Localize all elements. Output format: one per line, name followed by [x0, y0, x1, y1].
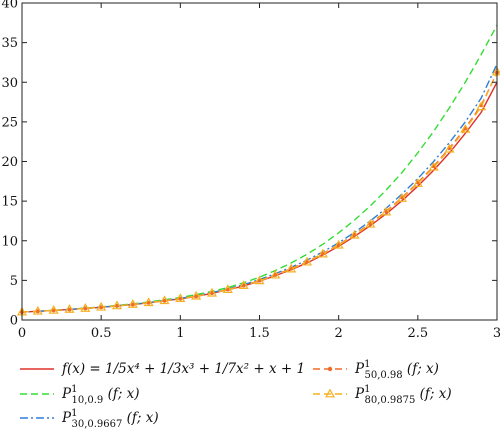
- series-4-marker: [206, 287, 218, 297]
- legend-entry-4: P1 80,0.9875 (f; x): [313, 384, 452, 406]
- series-4-marker: [460, 123, 471, 133]
- series-3-marker: [162, 298, 167, 303]
- series-line-2: [21, 63, 498, 313]
- y-tick-label: 15: [1, 195, 18, 210]
- series-4-marker: [32, 305, 43, 315]
- series-4-marker: [286, 263, 297, 273]
- series-4-marker: [254, 275, 265, 285]
- series-3-marker: [194, 294, 199, 299]
- series-3-marker: [51, 308, 56, 313]
- legend-label-4: P1 80,0.9875 (f; x): [354, 384, 452, 406]
- series-3-marker: [210, 291, 214, 296]
- series-3-marker: [35, 309, 40, 314]
- series-3-marker: [241, 283, 246, 288]
- series-4-marker: [111, 300, 123, 310]
- plot-area: [16, 24, 500, 316]
- legend-entry-3: P1 50,0.98 (f; x): [313, 359, 439, 381]
- x-tick-label: 1: [176, 326, 184, 341]
- series-4-marker: [159, 295, 170, 305]
- y-tick-label: 35: [1, 36, 18, 51]
- x-tick-label: 0: [18, 326, 26, 341]
- series-3-marker: [83, 306, 88, 311]
- series-4-marker: [349, 229, 360, 239]
- series-3-marker: [115, 303, 119, 308]
- x-tick-label: 2: [335, 326, 343, 341]
- plot-frame: [21, 2, 498, 321]
- series-4-marker: [143, 297, 154, 307]
- legend-label-0: f(x) = 1/5x⁴ + 1/3x³ + 1/7x² + x + 1: [61, 361, 305, 377]
- legend-entry-1: P1 10,0.9 (f; x): [20, 384, 140, 406]
- series-3-marker: [130, 302, 135, 307]
- series-4-marker: [365, 218, 376, 228]
- series-3-marker: [257, 278, 262, 283]
- y-tick-label: 5: [10, 274, 18, 289]
- series-4-marker: [381, 206, 392, 216]
- series-4-marker: [127, 299, 138, 308]
- series-4-marker: [191, 290, 202, 300]
- x-tick-label: 2.5: [407, 326, 428, 341]
- series-4-marker: [476, 101, 487, 111]
- legend-label-3: P1 50,0.98 (f; x): [354, 359, 439, 381]
- legend-marker-3: [327, 366, 333, 372]
- series-4-marker: [175, 293, 186, 303]
- series-4-marker: [396, 193, 408, 202]
- y-tick-label: 10: [1, 234, 18, 249]
- y-tick-label: 25: [1, 115, 18, 130]
- series-4-marker: [64, 304, 75, 313]
- series-3-marker: [99, 305, 104, 310]
- y-tick-label: 40: [1, 0, 18, 12]
- legend-marker-4: [324, 388, 336, 398]
- series-4-marker: [270, 269, 281, 279]
- y-tick-label: 30: [1, 76, 18, 91]
- x-tick-label: 1.5: [249, 326, 270, 341]
- series-4-marker: [96, 301, 107, 311]
- legend: f(x) = 1/5x⁴ + 1/3x³ + 1/7x² + x + 1 P1 10…: [20, 359, 452, 430]
- series-4-marker: [444, 143, 455, 153]
- series-3-marker: [178, 296, 183, 301]
- series-4-marker: [238, 280, 249, 290]
- series-4-marker: [301, 256, 313, 266]
- x-tick-label: 0.5: [91, 326, 112, 341]
- series-3-marker: [146, 300, 151, 305]
- series-3-marker: [67, 307, 72, 312]
- series-4-marker: [80, 303, 91, 312]
- series-4-marker: [412, 178, 423, 187]
- legend-entry-2: P1 30,0.9667 (f; x): [20, 408, 159, 430]
- series-4-marker: [48, 305, 59, 314]
- y-tick-label: 0: [10, 314, 18, 329]
- legend-label-2: P1 30,0.9667 (f; x): [61, 408, 159, 430]
- y-tick-label: 20: [1, 155, 18, 170]
- x-tick-label: 3: [493, 326, 500, 341]
- legend-label-1: P1 10,0.9 (f; x): [61, 384, 140, 406]
- series-4-marker: [333, 239, 344, 249]
- legend-entry-0: f(x) = 1/5x⁴ + 1/3x³ + 1/7x² + x + 1: [20, 361, 305, 377]
- series-4-marker: [428, 161, 439, 171]
- series-4-marker: [317, 248, 328, 258]
- series-line-1: [21, 24, 498, 313]
- series-3-marker: [225, 287, 230, 292]
- series-4-marker: [222, 284, 233, 294]
